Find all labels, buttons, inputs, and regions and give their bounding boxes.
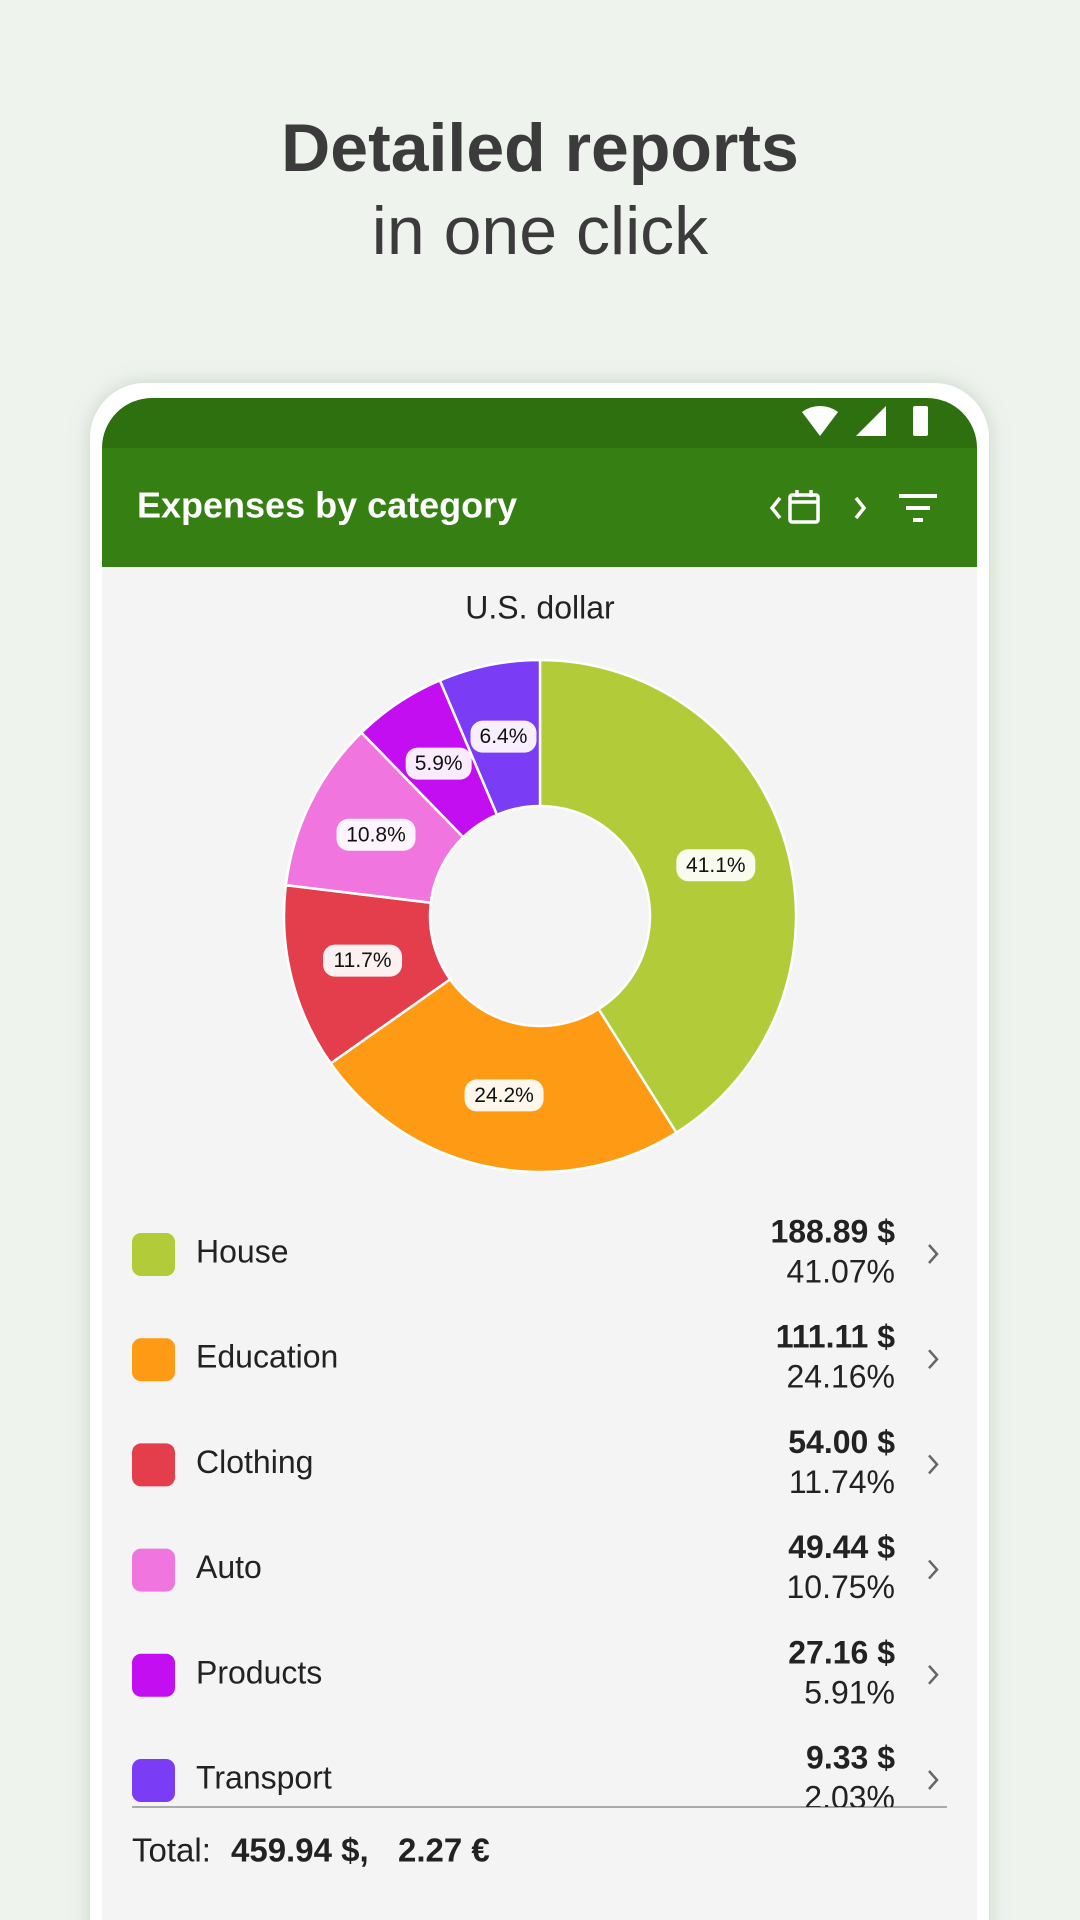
category-percent: 11.74% [789, 1464, 895, 1500]
category-name: Auto [196, 1549, 262, 1585]
battery-icon [913, 406, 928, 436]
legend-swatch [132, 1233, 175, 1276]
donut-slice [284, 730, 466, 905]
category-amount: 49.44 $ [788, 1529, 895, 1565]
slice-label: 41.1% [686, 854, 746, 877]
slice-label: 5.9% [415, 752, 463, 775]
slice-label-bg [323, 944, 403, 977]
slice-label-bg [676, 849, 756, 882]
category-percent: 2.03% [804, 1779, 895, 1815]
donut-slice [538, 658, 798, 1135]
category-name: Education [196, 1339, 338, 1375]
status-icons [802, 406, 928, 436]
category-name: Transport [196, 1759, 332, 1795]
app-bar-title: Expenses by category [137, 485, 517, 526]
total-amount: 459.94 $, [231, 1832, 369, 1869]
category-percent: 5.91% [804, 1674, 895, 1710]
row-chevron [928, 1559, 939, 1580]
period-button[interactable] [769, 490, 867, 524]
legend-swatch [132, 1759, 175, 1802]
legend-swatch [132, 1548, 175, 1592]
filter-button[interactable] [899, 494, 937, 522]
slice-label: 24.2% [474, 1084, 534, 1107]
slice-label: 11.7% [334, 949, 392, 972]
total-amount: 2.27 € [398, 1832, 490, 1869]
signal-icon [856, 406, 886, 436]
app-bar [102, 448, 977, 567]
legend-swatch [132, 1653, 175, 1697]
category-amount: 54.00 $ [788, 1424, 895, 1460]
category-list: House 188.89 $ 41.07% Education 111.11 $ 24.1… [132, 1213, 939, 1815]
row-chevron [928, 1244, 939, 1264]
slice-label: 10.8% [346, 823, 406, 846]
chart-title: U.S. dollar [465, 589, 615, 625]
slice-label-bg [464, 1079, 544, 1112]
slice-label-bg [405, 747, 472, 780]
category-name: Products [196, 1654, 322, 1690]
row-chevron [928, 1454, 939, 1475]
slice-label-bg [470, 720, 537, 753]
headline: Detailed reports [281, 110, 799, 186]
row-chevron [928, 1770, 939, 1790]
category-amount: 188.89 $ [770, 1213, 895, 1249]
legend-swatch [132, 1338, 175, 1382]
slice-label-bg [336, 818, 416, 851]
total-label: Total: [132, 1832, 211, 1869]
legend-swatch [132, 1443, 175, 1487]
category-name: House [196, 1233, 289, 1269]
category-percent: 10.75% [786, 1569, 895, 1605]
category-percent: 41.07% [786, 1253, 895, 1289]
status-bar [102, 398, 977, 448]
category-amount: 27.16 $ [788, 1634, 895, 1670]
slice-label: 6.4% [480, 725, 528, 748]
category-amount: 9.33 $ [806, 1739, 895, 1775]
row-chevron [928, 1349, 939, 1370]
category-amount: 111.11 $ [776, 1319, 895, 1355]
category-percent: 24.16% [786, 1359, 895, 1395]
donut-slice [328, 977, 679, 1174]
subheadline: in one click [372, 193, 709, 269]
category-name: Clothing [196, 1444, 313, 1480]
wifi-icon [802, 406, 838, 436]
row-chevron [928, 1664, 939, 1685]
